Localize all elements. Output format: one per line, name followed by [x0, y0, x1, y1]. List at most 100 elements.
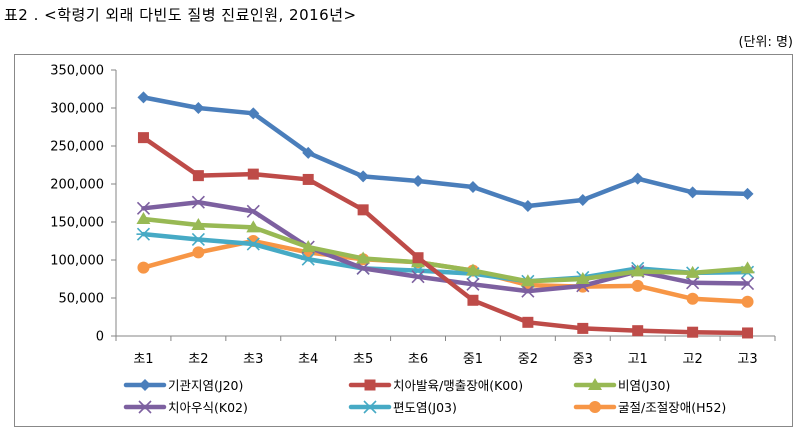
series-3-point-stroke — [466, 277, 480, 291]
series-1-point — [687, 326, 699, 338]
series-3-point — [246, 204, 260, 218]
series-3-point-stroke — [191, 195, 205, 209]
series-1-point — [302, 173, 314, 185]
series-5-point — [192, 246, 205, 259]
y-tick-label: 350,000 — [50, 64, 104, 79]
series-0-point — [302, 146, 315, 159]
series-3-point-stroke — [411, 270, 425, 284]
series-0-point — [466, 181, 479, 194]
series-3-point — [356, 261, 370, 275]
series-5-point — [631, 279, 644, 292]
series-1-point — [577, 322, 589, 334]
x-tick-label: 초1 — [133, 352, 153, 367]
series-0-point — [357, 170, 370, 183]
legend-swatch-marker — [363, 400, 377, 414]
series-1-group — [137, 132, 754, 339]
x-tick-label: 초3 — [243, 352, 263, 367]
series-0-group — [137, 91, 754, 213]
series-2-point — [136, 211, 151, 224]
series-4-line — [141, 231, 750, 284]
series-2-point — [740, 261, 755, 274]
series-1-point — [247, 168, 259, 180]
x-tick-label: 초4 — [298, 352, 318, 367]
legend-item: 굴절/조절장애(H52) — [573, 400, 726, 415]
legend-item: 치아발육/맹출장애(K00) — [348, 378, 523, 393]
legend-swatch-marker — [364, 379, 376, 391]
series-4-point — [246, 237, 261, 251]
series-2-point — [301, 240, 316, 253]
series-0-line — [141, 95, 750, 209]
x-tick-label: 중2 — [518, 352, 538, 367]
x-tick-label: 고2 — [683, 352, 703, 367]
x-tick-label: 고1 — [628, 352, 648, 367]
series-1-point — [522, 316, 534, 328]
legend-label: 편도염(J03) — [393, 400, 457, 415]
legend-swatch-marker-stroke — [138, 400, 152, 414]
series-0-point — [247, 107, 260, 120]
series-3-point-stroke — [686, 276, 700, 290]
legend-swatch-marker — [139, 379, 151, 391]
series-2-point — [356, 251, 371, 264]
series-0-point — [192, 102, 205, 114]
x-tick-label: 고3 — [737, 352, 757, 367]
x-tick-label: 중1 — [463, 352, 483, 367]
series-0-point — [741, 187, 754, 200]
series-2-point — [246, 220, 261, 233]
series-3-point — [466, 277, 480, 291]
series-0-point — [686, 186, 699, 199]
series-0-point — [412, 174, 425, 187]
series-0-point — [521, 200, 534, 213]
legend-item: 편도염(J03) — [348, 400, 457, 415]
series-2-point — [575, 272, 590, 284]
x-tick-label: 초2 — [188, 352, 208, 367]
series-3-point-stroke — [356, 261, 370, 275]
legend-item: 기관지염(J20) — [123, 378, 243, 393]
series-2-point — [630, 264, 645, 277]
series-3-point-stroke — [740, 276, 755, 291]
series-3-point-stroke — [521, 284, 535, 298]
legend-label: 치아발육/맹출장애(K00) — [393, 378, 523, 393]
series-3-point — [686, 276, 700, 290]
page-title: 표2 . <학령기 외래 다빈도 질병 진료인원, 2016년> — [4, 6, 357, 24]
legend-item: 치아우식(K02) — [123, 400, 248, 415]
series-1-point — [632, 325, 644, 337]
y-tick-label: 0 — [96, 330, 104, 345]
series-3-point — [740, 276, 755, 291]
y-tick-label: 200,000 — [50, 178, 104, 193]
series-3-point — [521, 284, 535, 298]
y-tick-label: 150,000 — [50, 216, 104, 231]
x-tick-label: 초5 — [353, 352, 373, 367]
series-1-point — [467, 294, 479, 306]
legend-swatch-marker — [589, 401, 601, 413]
series-0-point — [137, 91, 150, 104]
series-5-point — [741, 295, 754, 308]
series-1-point — [357, 204, 369, 216]
series-1-line — [141, 135, 750, 336]
series-3-point-stroke — [136, 201, 151, 215]
series-3-point — [191, 195, 205, 209]
y-tick-label: 100,000 — [50, 254, 104, 269]
legend-label: 기관지염(J20) — [168, 378, 243, 393]
x-tick-label: 중3 — [573, 352, 593, 367]
unit-label: (단위: 명) — [738, 35, 793, 50]
legend-label: 굴절/조절장애(H52) — [618, 400, 726, 415]
series-3-point-stroke — [246, 204, 260, 218]
series-3-point — [411, 270, 425, 284]
legend-label: 치아우식(K02) — [168, 400, 248, 415]
series-1-point — [742, 327, 754, 339]
legend-label: 비염(J30) — [618, 378, 670, 393]
series-1-point — [137, 132, 149, 144]
series-0-point — [631, 172, 644, 185]
series-2-point — [191, 218, 206, 231]
series-2-group — [136, 211, 755, 287]
series-2-point — [685, 265, 700, 278]
y-tick-label: 50,000 — [59, 292, 105, 307]
series-1-point — [412, 252, 424, 264]
y-tick-label: 300,000 — [50, 102, 104, 117]
series-2-point — [520, 274, 535, 287]
series-1-point — [192, 170, 204, 182]
series-5-point — [686, 292, 699, 305]
x-tick-label: 초6 — [408, 352, 428, 367]
legend-swatch-marker — [138, 400, 152, 414]
